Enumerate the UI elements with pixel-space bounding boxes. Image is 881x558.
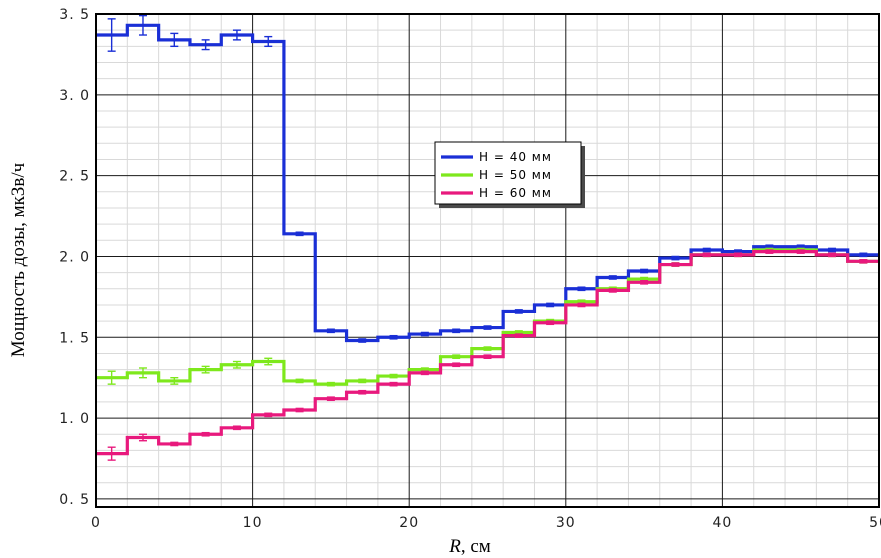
error-bar	[326, 396, 335, 402]
error-bar	[828, 252, 837, 258]
x-tick-label: 50	[869, 515, 881, 531]
error-bar	[358, 338, 367, 343]
y-tick-labels: 0. 5 1. 0 1. 5 2. 0 2. 5 3. 0 3. 5	[59, 7, 90, 508]
y-tick-label: 3. 5	[59, 7, 90, 23]
error-bar	[546, 302, 555, 308]
error-bar	[326, 328, 335, 334]
error-bar	[107, 370, 116, 385]
error-bar	[452, 354, 461, 359]
x-axis-label: R, см	[448, 536, 491, 557]
series-layer	[96, 14, 879, 461]
minor-grid	[96, 14, 879, 507]
error-bar	[170, 32, 179, 48]
error-bar	[326, 381, 335, 387]
error-bar	[170, 441, 179, 447]
error-bar	[514, 333, 523, 338]
error-bar	[452, 362, 461, 368]
error-bar	[264, 35, 273, 48]
error-bar	[201, 431, 210, 437]
error-bar	[514, 309, 523, 314]
error-bar	[640, 280, 649, 285]
error-bar	[295, 231, 304, 237]
error-bar	[483, 325, 492, 330]
error-bar	[295, 378, 304, 384]
error-bar	[483, 354, 492, 359]
series-line	[96, 250, 879, 456]
error-bar	[264, 357, 273, 366]
error-bar	[107, 18, 116, 52]
x-tick-label: 40	[712, 515, 732, 531]
error-bar	[546, 320, 555, 326]
error-bar	[201, 39, 210, 51]
error-bar	[389, 334, 398, 340]
legend-entry: H = 40 мм	[441, 150, 552, 164]
error-bar	[201, 365, 210, 374]
error-bar	[640, 268, 649, 274]
series-line	[96, 23, 879, 343]
legend-label: H = 50 мм	[479, 168, 552, 182]
y-tick-label: 0. 5	[59, 492, 90, 508]
error-bar	[295, 407, 304, 413]
legend-entry: H = 60 мм	[441, 186, 552, 200]
x-tick-label: 0	[91, 515, 101, 531]
error-bar	[452, 328, 461, 334]
y-tick-label: 2. 0	[59, 249, 90, 265]
error-bar	[483, 346, 492, 351]
error-bar	[138, 367, 147, 379]
error-bar	[702, 247, 711, 253]
series-3	[96, 249, 879, 461]
error-bar	[734, 252, 743, 258]
legend-label: H = 40 мм	[479, 150, 552, 164]
error-bar	[420, 331, 429, 337]
error-bar	[264, 412, 273, 418]
x-tick-label: 30	[556, 515, 576, 531]
error-bar	[138, 14, 147, 36]
error-bar	[608, 288, 617, 293]
y-tick-label: 2. 5	[59, 169, 90, 185]
y-tick-label: 1. 5	[59, 330, 90, 346]
error-bar	[859, 258, 868, 264]
x-tick-labels: 0 10 20 30 40 50	[91, 515, 881, 531]
plot-frame	[95, 13, 880, 508]
legend: H = 40 мм H = 50 мм H = 60 мм	[434, 141, 585, 208]
error-bar	[859, 252, 868, 258]
error-bar	[138, 433, 147, 442]
error-bar	[796, 249, 805, 254]
y-axis-label: Мощность дозы, мкЗв/ч	[8, 162, 29, 357]
x-tick-label: 10	[243, 515, 263, 531]
error-bar	[107, 446, 116, 461]
error-bar	[765, 249, 774, 254]
legend-label: H = 60 мм	[479, 186, 552, 200]
error-bar	[577, 286, 586, 292]
error-bar	[170, 376, 179, 385]
error-bar	[420, 370, 429, 376]
error-bar	[358, 378, 367, 384]
error-bar	[232, 425, 241, 431]
error-bar	[389, 373, 398, 379]
x-tick-label: 20	[399, 515, 419, 531]
y-tick-label: 1. 0	[59, 411, 90, 427]
error-bar	[608, 275, 617, 280]
error-bar	[671, 255, 680, 261]
error-bar	[702, 252, 711, 258]
error-bar	[232, 29, 241, 41]
error-bar	[671, 262, 680, 267]
y-tick-label: 3. 0	[59, 88, 90, 104]
error-bar	[577, 302, 586, 308]
error-bar	[358, 389, 367, 395]
legend-entry: H = 50 мм	[441, 168, 552, 182]
error-bar	[389, 381, 398, 387]
error-bar	[828, 247, 837, 253]
error-bar	[232, 360, 241, 369]
